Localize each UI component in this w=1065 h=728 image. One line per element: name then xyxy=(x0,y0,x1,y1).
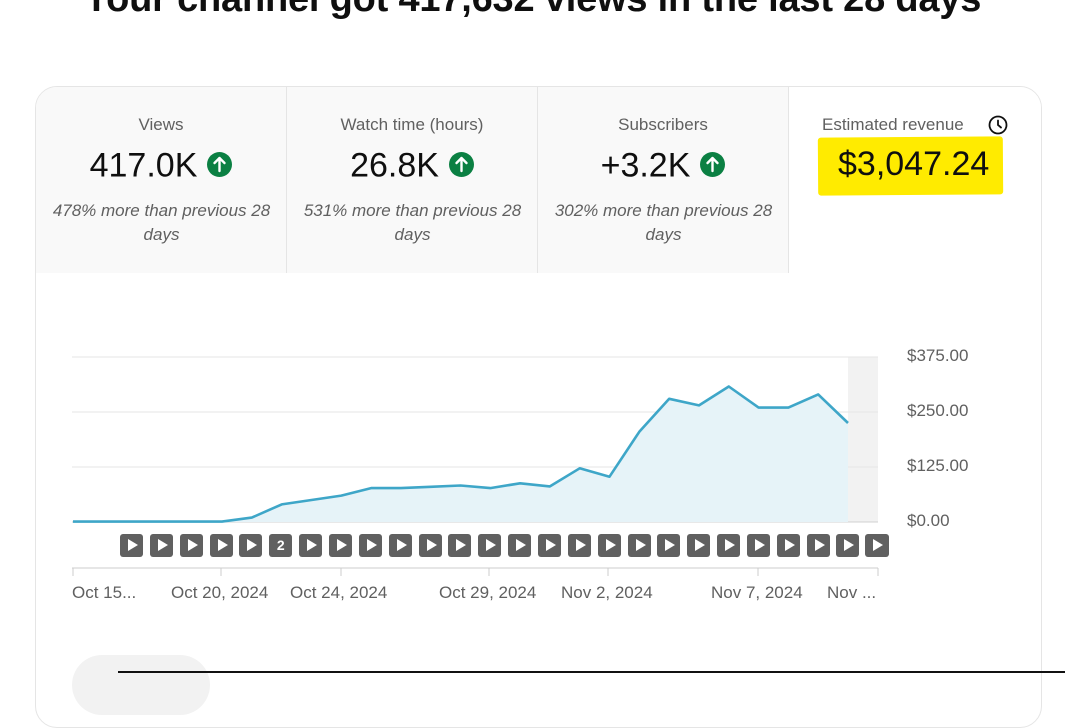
play-icon xyxy=(545,539,556,552)
play-icon xyxy=(366,539,377,552)
y-tick-label: $250.00 xyxy=(907,401,969,420)
play-icon xyxy=(665,539,676,552)
x-tick-label: Oct 20, 2024 xyxy=(171,583,269,602)
play-icon xyxy=(396,539,407,552)
revenue-line xyxy=(73,385,849,523)
play-icon xyxy=(486,539,497,552)
video-marker[interactable] xyxy=(627,534,651,557)
play-icon xyxy=(873,539,883,552)
video-marker[interactable] xyxy=(537,534,561,557)
video-marker[interactable] xyxy=(179,534,203,557)
play-icon xyxy=(128,539,138,552)
play-icon xyxy=(725,539,735,552)
play-icon xyxy=(754,539,765,552)
clock-icon[interactable] xyxy=(987,114,1009,136)
x-tick-label: Oct 15... xyxy=(72,583,137,602)
metric-label: Estimated revenue xyxy=(822,115,964,134)
video-marker[interactable] xyxy=(806,534,830,557)
video-marker[interactable] xyxy=(657,534,681,557)
metric-comparison: 478% more than previous 28 days xyxy=(52,201,271,244)
play-icon xyxy=(247,539,258,552)
play-icon xyxy=(217,539,228,552)
video-marker[interactable] xyxy=(567,534,591,557)
metric-value: +3.2K xyxy=(538,145,788,186)
y-tick-label: $125.00 xyxy=(907,456,969,475)
metric-value-text: 417.0K xyxy=(89,146,198,185)
play-icon xyxy=(307,539,318,552)
window-bottom-edge xyxy=(118,671,1065,673)
video-marker[interactable] xyxy=(149,534,173,557)
play-icon xyxy=(187,539,198,552)
y-tick-label: $0.00 xyxy=(907,511,950,530)
metric-value-text: 26.8K xyxy=(350,146,439,185)
video-marker[interactable] xyxy=(448,534,472,557)
metric-label: Subscribers xyxy=(618,115,708,134)
video-marker[interactable] xyxy=(836,534,860,557)
play-icon xyxy=(575,539,586,552)
metric-comparison: 531% more than previous 28 days xyxy=(303,201,522,244)
play-icon xyxy=(844,539,855,552)
video-marker[interactable] xyxy=(478,534,502,557)
metric-tab-subscribers[interactable]: Subscribers +3.2K 302% more than previou… xyxy=(538,87,789,273)
play-icon xyxy=(814,539,825,552)
play-icon xyxy=(635,539,646,552)
metric-value: 417.0K xyxy=(36,145,286,186)
play-icon xyxy=(695,539,706,552)
x-tick-label: Oct 24, 2024 xyxy=(290,583,388,602)
play-icon xyxy=(426,539,437,552)
video-marker[interactable] xyxy=(508,534,532,557)
advanced-mode-button[interactable] xyxy=(72,655,210,715)
revenue-value: $3,047.24 xyxy=(838,145,990,183)
video-marker[interactable] xyxy=(388,534,412,557)
x-tick-label: Nov ... xyxy=(827,583,877,602)
video-marker[interactable] xyxy=(717,534,740,557)
metric-label: Views xyxy=(138,115,184,134)
revenue-area xyxy=(73,386,848,522)
x-tick-label: Nov 2, 2024 xyxy=(561,583,653,602)
metric-value: 26.8K xyxy=(287,145,537,186)
video-marker[interactable] xyxy=(120,534,143,557)
metric-tabs: Views 417.0K 478% more than previous 28 … xyxy=(36,87,1041,273)
video-marker[interactable] xyxy=(418,534,442,557)
play-icon xyxy=(456,539,467,552)
video-marker[interactable] xyxy=(865,534,888,557)
arrow-up-icon xyxy=(700,151,726,177)
play-icon xyxy=(157,539,168,552)
video-marker[interactable] xyxy=(299,534,323,557)
arrow-up-icon xyxy=(448,151,474,177)
metric-value-text: +3.2K xyxy=(600,146,691,185)
play-icon xyxy=(337,539,347,552)
x-axis-ticks xyxy=(72,568,879,576)
metric-comparison: 302% more than previous 28 days xyxy=(554,201,773,244)
arrow-up-icon xyxy=(207,151,233,177)
video-marker[interactable] xyxy=(746,534,770,557)
video-marker[interactable] xyxy=(239,534,263,557)
metric-tab-views[interactable]: Views 417.0K 478% more than previous 28 … xyxy=(36,87,287,273)
video-marker[interactable] xyxy=(597,534,621,557)
chart-latest-shade xyxy=(848,357,878,522)
y-tick-label: $375.00 xyxy=(907,346,969,365)
video-marker[interactable] xyxy=(329,534,352,557)
page-headline: Your channel got 417,632 views in the la… xyxy=(0,0,1065,21)
analytics-card: Views 417.0K 478% more than previous 28 … xyxy=(35,86,1042,728)
video-marker-group[interactable]: 2 xyxy=(269,534,293,557)
video-marker[interactable] xyxy=(687,534,711,557)
metric-tab-watch-time[interactable]: Watch time (hours) 26.8K 531% more than … xyxy=(287,87,538,273)
video-marker[interactable] xyxy=(776,534,800,557)
metric-tab-revenue[interactable]: Estimated revenue $3,047.24 xyxy=(790,87,1041,273)
x-tick-label: Oct 29, 2024 xyxy=(439,583,537,602)
x-tick-label: Nov 7, 2024 xyxy=(711,583,803,602)
video-marker[interactable] xyxy=(209,534,233,557)
play-icon xyxy=(516,539,527,552)
video-marker[interactable] xyxy=(358,534,382,557)
play-icon xyxy=(605,539,616,552)
metric-label: Watch time (hours) xyxy=(340,115,484,134)
play-icon xyxy=(784,539,795,552)
revenue-chart xyxy=(72,356,879,576)
